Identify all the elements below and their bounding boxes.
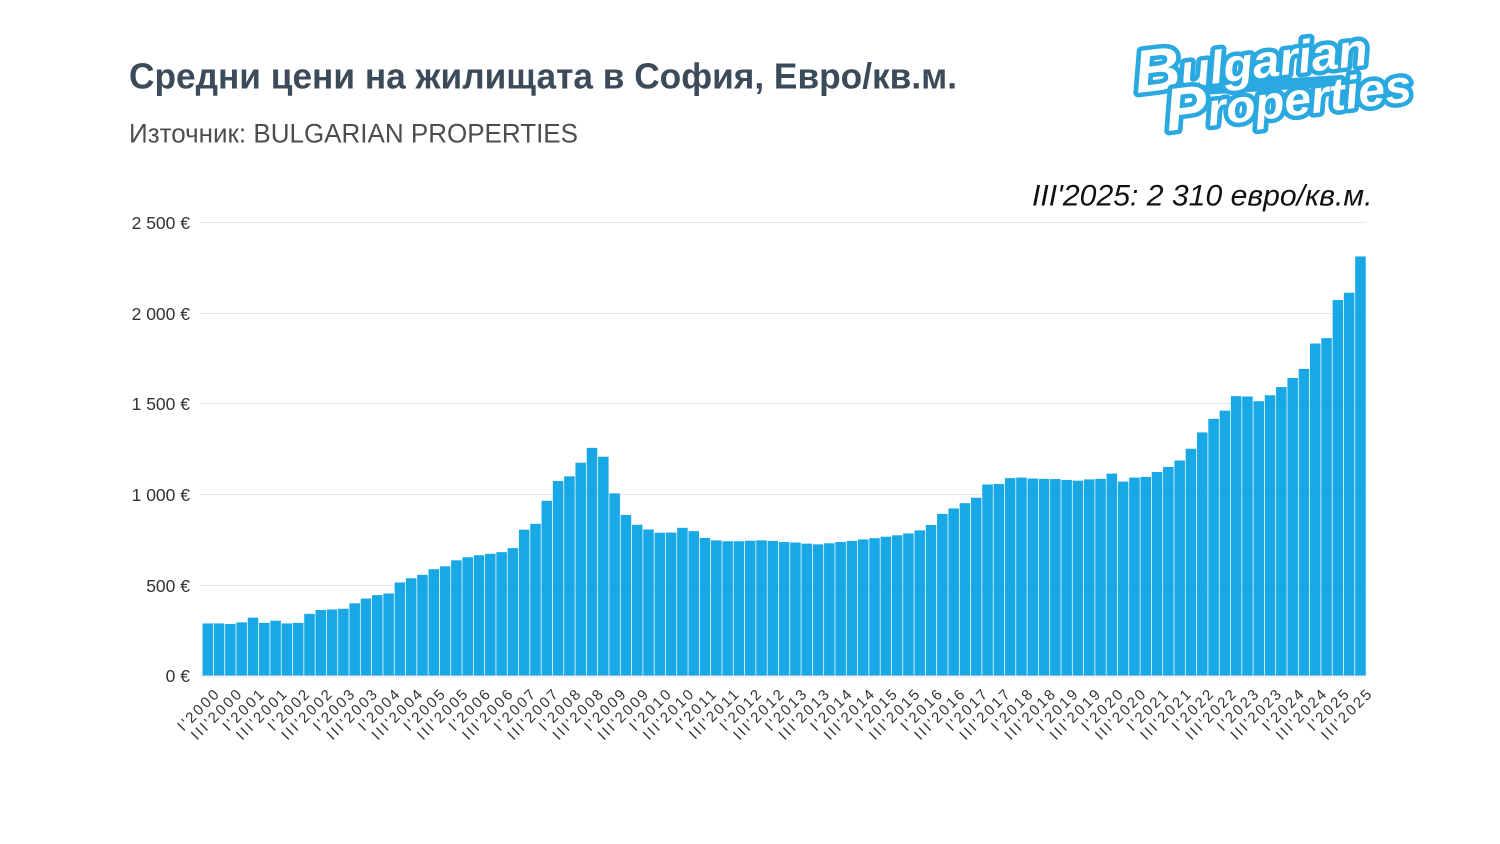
svg-text:500 €: 500 € — [146, 576, 190, 596]
svg-text:1 500 €: 1 500 € — [132, 394, 191, 414]
svg-text:2 000 €: 2 000 € — [132, 304, 191, 324]
svg-text:III'2025: 2 310 евро/кв.м.: III'2025: 2 310 евро/кв.м. — [1032, 180, 1373, 213]
svg-text:Източник: BULGARIAN PROPERTIES: Източник: BULGARIAN PROPERTIES — [129, 119, 578, 149]
svg-text:1 000 €: 1 000 € — [132, 485, 191, 505]
svg-text:2 500 €: 2 500 € — [132, 213, 191, 233]
svg-text:0 €: 0 € — [166, 666, 191, 686]
svg-text:Средни цени на жилищата в Софи: Средни цени на жилищата в София, Евро/кв… — [129, 56, 957, 97]
